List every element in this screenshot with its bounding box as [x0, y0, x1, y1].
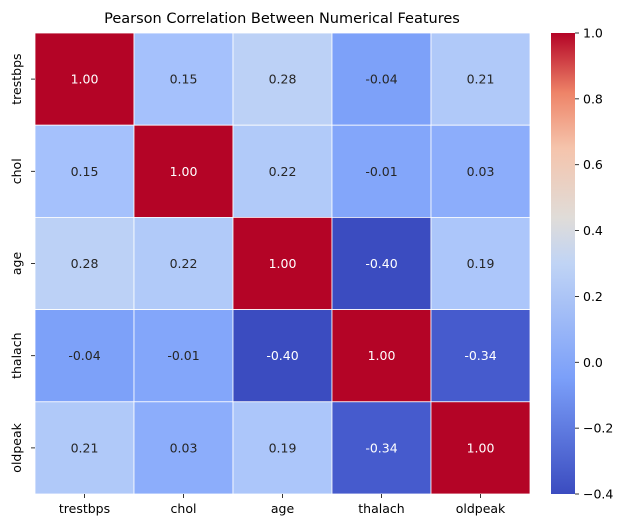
heatmap-cell-age-thalach — [331, 216, 432, 310]
heatmap-cell-oldpeak-oldpeak — [430, 401, 531, 495]
cell-value-label: 0.15 — [71, 164, 99, 179]
colorbar-tick-label: 0.8 — [583, 91, 603, 106]
cell-value-label: 0.19 — [269, 440, 297, 455]
cell-value-label: -0.34 — [365, 440, 397, 455]
heatmap-cell-trestbps-thalach — [331, 32, 432, 126]
colorbar-tick-label: 1.0 — [583, 26, 603, 41]
cell-value-label: 0.03 — [170, 440, 198, 455]
colorbar-tick-label: 0.6 — [583, 157, 603, 172]
cell-value-label: 1.00 — [71, 72, 99, 87]
y-tick-label-thalach: thalach — [9, 332, 24, 378]
colorbar-tick-label: 0.0 — [583, 355, 603, 370]
cell-value-label: 0.28 — [71, 256, 99, 271]
cell-value-label: 1.00 — [368, 348, 396, 363]
cell-value-label: 0.03 — [467, 164, 495, 179]
chart-title: Pearson Correlation Between Numerical Fe… — [104, 11, 460, 27]
heatmap-cell-trestbps-trestbps — [34, 32, 135, 126]
cell-value-label: 0.21 — [467, 72, 495, 87]
cell-value-label: 0.15 — [170, 72, 198, 87]
y-tick-labels: trestbps chol age thalach oldpeak — [9, 53, 35, 473]
heatmap-cell-chol-age — [232, 124, 333, 218]
x-tick-label-trestbps: trestbps — [59, 501, 110, 516]
heatmap-cell-thalach-chol — [133, 309, 234, 403]
cell-value-label: 1.00 — [269, 256, 297, 271]
cell-value-label: -0.04 — [365, 72, 397, 87]
heatmap-cell-age-chol — [133, 216, 234, 310]
cell-value-label: -0.40 — [266, 348, 298, 363]
heatmap-cell-thalach-oldpeak — [430, 309, 531, 403]
heatmap-cell-thalach-thalach — [331, 309, 432, 403]
y-tick-label-oldpeak: oldpeak — [9, 422, 24, 472]
cell-value-label: 0.21 — [71, 440, 99, 455]
heatmap-cell-age-oldpeak — [430, 216, 531, 310]
cell-value-label: -0.01 — [167, 348, 199, 363]
x-tick-label-chol: chol — [171, 501, 197, 516]
y-tick-label-age: age — [9, 252, 24, 276]
colorbar: 1.0 0.8 0.6 0.4 0.2 0.0 −0.2 −0.4 — [551, 26, 613, 502]
cell-value-label: -0.34 — [464, 348, 496, 363]
cell-value-label: -0.04 — [68, 348, 100, 363]
heatmap-cell-trestbps-chol — [133, 32, 234, 126]
heatmap-cell-trestbps-age — [232, 32, 333, 126]
heatmap-cells: 1.00 0.15 0.28 -0.04 0.21 0.15 1.00 0.22 -0.01 0.… — [34, 32, 531, 495]
colorbar-gradient — [551, 33, 575, 494]
heatmap-cell-oldpeak-trestbps — [34, 401, 135, 495]
heatmap-cell-age-age — [232, 216, 333, 310]
heatmap-cell-chol-oldpeak — [430, 124, 531, 218]
heatmap-cell-oldpeak-age — [232, 401, 333, 495]
cell-value-label: 0.22 — [170, 256, 198, 271]
x-tick-label-oldpeak: oldpeak — [456, 501, 506, 516]
heatmap-cell-chol-trestbps — [34, 124, 135, 218]
colorbar-tick-label: 0.2 — [583, 289, 603, 304]
cell-value-label: 0.28 — [269, 72, 297, 87]
x-tick-label-thalach: thalach — [358, 501, 404, 516]
cell-value-label: -0.01 — [365, 164, 397, 179]
colorbar-tick-label: −0.2 — [583, 421, 613, 436]
x-tick-label-age: age — [271, 501, 295, 516]
colorbar-tick-label: −0.4 — [583, 487, 613, 502]
cell-value-label: 1.00 — [467, 440, 495, 455]
heatmap-cell-trestbps-oldpeak — [430, 32, 531, 126]
x-tick-labels: trestbps chol age thalach oldpeak — [59, 494, 506, 516]
cell-value-label: 0.19 — [467, 256, 495, 271]
cell-value-label: -0.40 — [365, 256, 397, 271]
y-tick-label-trestbps: trestbps — [9, 53, 24, 104]
y-tick-label-chol: chol — [9, 158, 24, 184]
heatmap-cell-thalach-age — [232, 309, 333, 403]
cell-value-label: 1.00 — [170, 164, 198, 179]
colorbar-tick-label: 0.4 — [583, 223, 603, 238]
colorbar-ticks: 1.0 0.8 0.6 0.4 0.2 0.0 −0.2 −0.4 — [575, 26, 613, 502]
heatmap-cell-oldpeak-chol — [133, 401, 234, 495]
cell-value-label: 0.22 — [269, 164, 297, 179]
